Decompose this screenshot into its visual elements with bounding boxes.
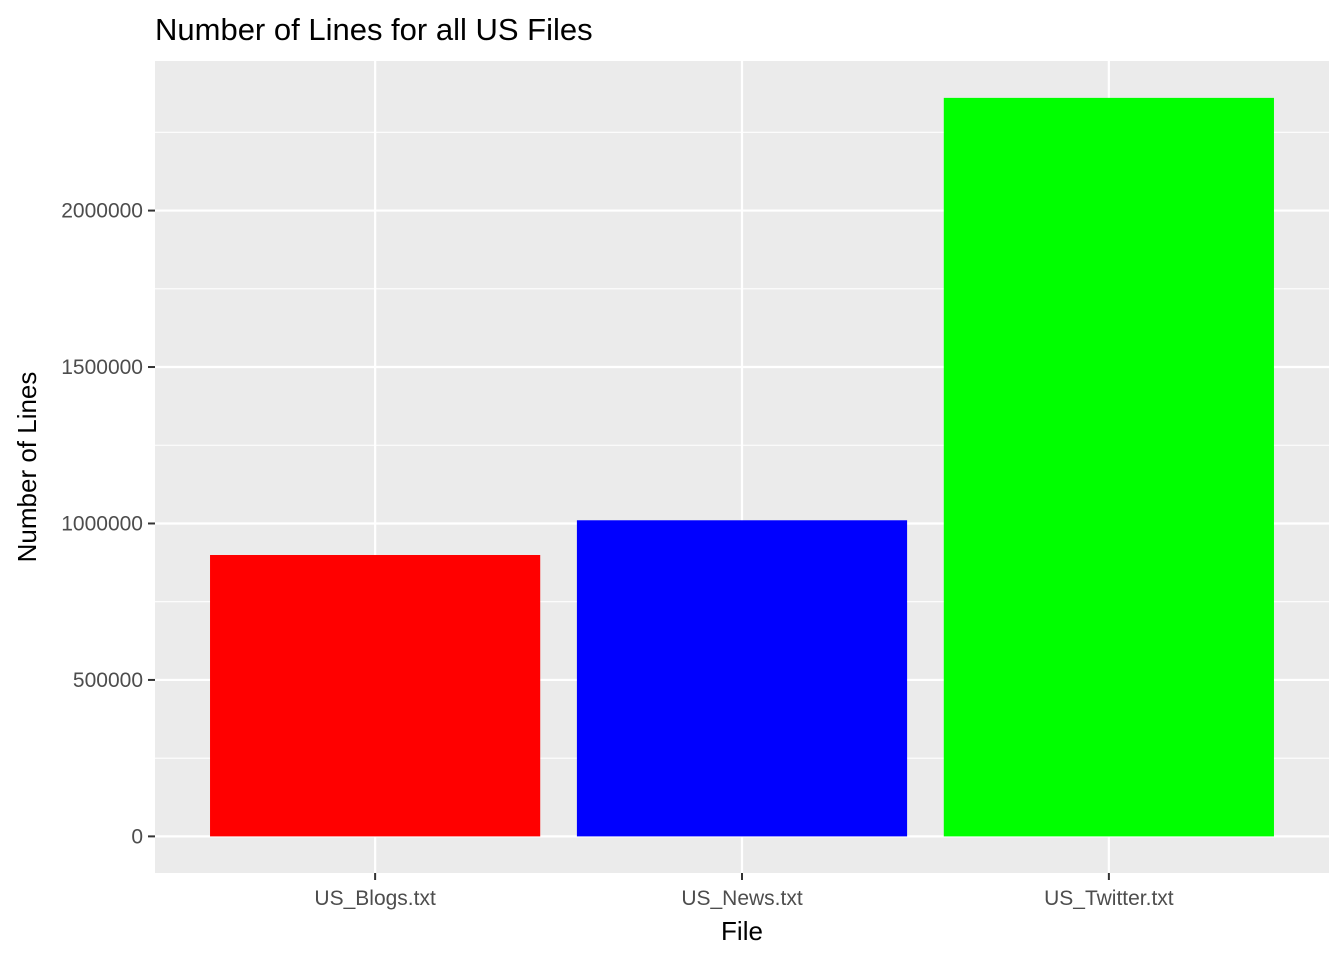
bars [210,97,1274,837]
y-tick-label: 500000 [73,669,143,692]
bar-us-news-txt [576,520,908,837]
x-tick-label: US_Blogs.txt [314,887,436,910]
y-axis-title: Number of Lines [12,372,42,563]
y-tick-label: 0 [131,825,143,848]
x-tick-label: US_Twitter.txt [1044,887,1174,910]
x-axis: US_Blogs.txt US_News.txt US_Twitter.txt [314,873,1174,910]
x-axis-title: File [721,916,763,946]
chart-title: Number of Lines for all US Files [155,12,593,47]
y-tick-label: 2000000 [61,200,143,223]
y-tick-label: 1500000 [61,356,143,379]
y-tick-label: 1000000 [61,512,143,535]
bar-us-blogs-txt [210,554,541,837]
y-axis: 0 500000 1000000 1500000 2000000 [61,200,155,848]
x-tick-label: US_News.txt [681,887,803,910]
bar-us-twitter-txt [943,97,1274,837]
